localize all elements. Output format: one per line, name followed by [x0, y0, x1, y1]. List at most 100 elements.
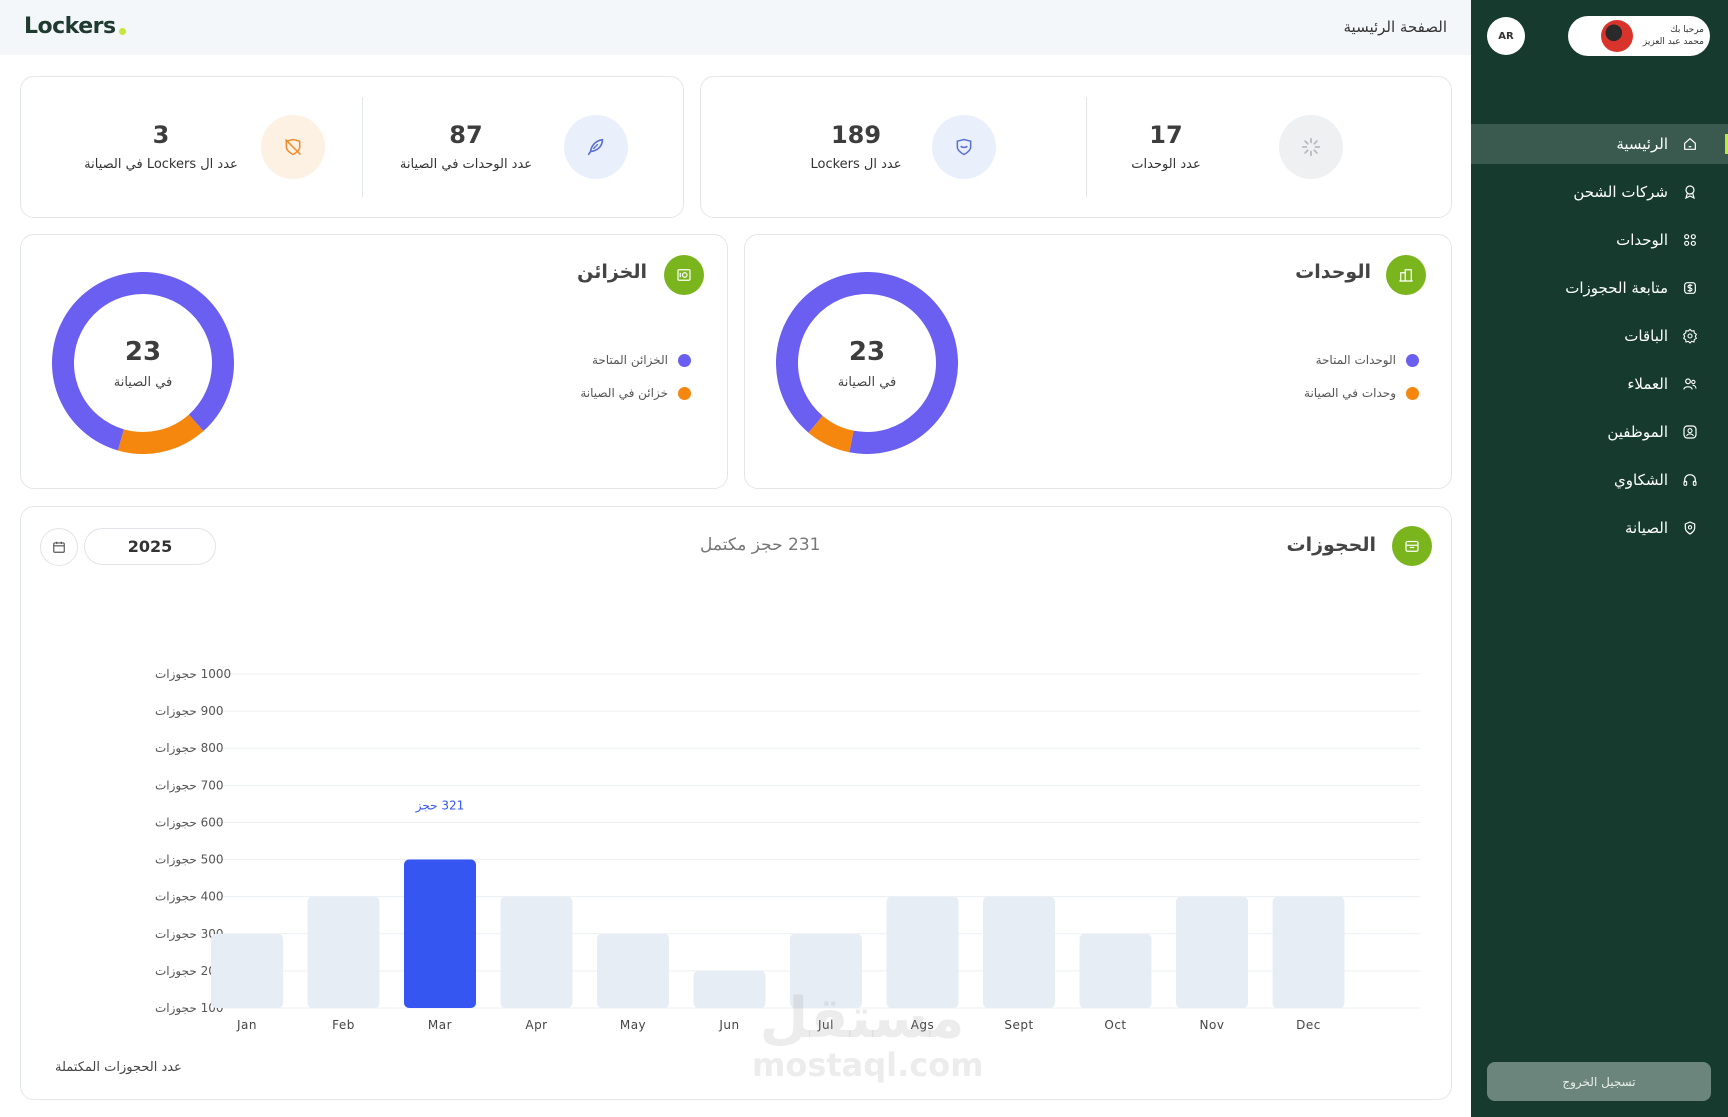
grid-icon	[1682, 232, 1698, 248]
sidebar-item-label: الرئيسية	[1616, 135, 1668, 153]
x-tick-label: Sept	[1004, 1018, 1033, 1032]
lockers-maintenance-icon	[261, 115, 325, 179]
x-tick-label: Jul	[817, 1018, 834, 1032]
lockers-maintenance-label: عدد ال Lockers في الصيانة	[84, 157, 238, 172]
sidebar-item-complaints[interactable]: الشكاوي	[1471, 460, 1728, 500]
units-maintenance-icon	[564, 115, 628, 179]
logo-text: Lockers	[24, 14, 116, 39]
lockers-maintenance-value: 3	[152, 121, 170, 149]
feather-icon	[587, 138, 604, 156]
safes-panel: الخزائن الخزائن المتاحة خزائن في الصيانة…	[20, 234, 728, 489]
app-logo[interactable]: Lockers	[24, 14, 126, 39]
sidebar-item-label: شركات الشحن	[1573, 183, 1668, 201]
dollar-icon	[1682, 280, 1698, 296]
rosette-icon	[1682, 184, 1698, 200]
bar-oct[interactable]	[1079, 933, 1152, 1008]
bookings-title: الحجوزات	[1286, 534, 1377, 556]
users-icon	[1682, 376, 1698, 392]
user-name: محمد عبد العزيز	[1642, 37, 1704, 47]
y-tick-label: 500 حجوزات	[155, 853, 224, 868]
sidebar-item-employees[interactable]: الموظفين	[1471, 412, 1728, 452]
sidebar-item-label: الوحدات	[1616, 231, 1668, 249]
units-count-value: 17	[1149, 121, 1183, 149]
lockers-maintenance-stat: 3 عدد ال Lockers في الصيانة	[61, 121, 261, 172]
donut-slice-0	[52, 272, 234, 451]
user-profile[interactable]: مرحبا بك محمد عبد العزيز	[1568, 16, 1710, 56]
y-tick-label: 300 حجوزات	[155, 927, 224, 942]
bar-may[interactable]	[597, 933, 669, 1008]
bar-sept[interactable]	[983, 896, 1055, 1008]
y-tick-label: 800 حجوزات	[155, 741, 224, 756]
bookings-total: 231 حجز مكتمل	[700, 535, 821, 555]
logout-button[interactable]: تسجيل الخروج	[1487, 1062, 1711, 1101]
sidebar-item-label: الباقات	[1624, 327, 1668, 345]
calendar-button[interactable]	[40, 528, 78, 566]
avatar	[1600, 20, 1633, 52]
bar-mar[interactable]	[404, 859, 476, 1008]
bar-jul[interactable]	[790, 933, 862, 1008]
sidebar-item-packages[interactable]: الباقات	[1471, 316, 1728, 356]
calendar-icon	[53, 541, 65, 553]
x-tick-label: Dec	[1296, 1018, 1321, 1032]
bar-apr[interactable]	[500, 896, 573, 1008]
sidebar-item-bookings[interactable]: متابعة الحجوزات	[1471, 268, 1728, 308]
top-bar: Lockers الصفحة الرئيسية	[0, 0, 1471, 55]
x-tick-label: Jan	[236, 1018, 257, 1032]
bar-ags[interactable]	[886, 896, 959, 1008]
units-donut-chart: 23 في الصيانة	[776, 272, 958, 454]
x-tick-label: Apr	[525, 1018, 547, 1032]
x-tick-label: Oct	[1104, 1018, 1126, 1032]
units-panel: الوحدات الوحدات المتاحة وحدات في الصيانة…	[744, 234, 1452, 489]
legend-dot-available	[1406, 353, 1419, 367]
bar-nov[interactable]	[1176, 896, 1248, 1008]
units-donut-label: في الصيانة	[837, 374, 897, 390]
user-shield-icon	[1682, 424, 1698, 440]
shield-off-icon	[284, 138, 302, 156]
sidebar-item-shipping[interactable]: شركات الشحن	[1471, 172, 1728, 212]
bar-feb[interactable]	[307, 896, 380, 1008]
page-title: الصفحة الرئيسية	[1343, 18, 1448, 36]
sidebar: AR مرحبا بك محمد عبد العزيز الرئيسية شرك…	[1471, 0, 1728, 1117]
home-icon	[1682, 136, 1698, 152]
sidebar-item-clients[interactable]: العملاء	[1471, 364, 1728, 404]
user-text: مرحبا بك محمد عبد العزيز	[1643, 24, 1704, 48]
lockers-count-stat: 189 عدد ال Lockers	[781, 121, 931, 172]
bookings-panel-badge	[1392, 526, 1432, 566]
units-count-label: عدد الوحدات	[1131, 157, 1201, 172]
language-toggle[interactable]: AR	[1487, 17, 1525, 55]
bar-value-label: 321 حجز	[415, 799, 465, 814]
stats-card-left: 87 عدد الوحدات في الصيانة 3 عدد ال Locke…	[20, 76, 684, 218]
bar-dec[interactable]	[1272, 896, 1345, 1008]
lockers-count-label: عدد ال Lockers	[810, 157, 902, 172]
sidebar-nav: الرئيسية شركات الشحن الوحدات متابعة الحج…	[1471, 124, 1728, 556]
year-select[interactable]: 2025	[84, 528, 216, 565]
sidebar-item-home[interactable]: الرئيسية	[1471, 124, 1728, 164]
safes-panel-badge	[664, 255, 704, 295]
bar-jan[interactable]	[211, 933, 283, 1008]
legend-label: خزائن في الصيانة	[580, 386, 668, 400]
sidebar-item-units[interactable]: الوحدات	[1471, 220, 1728, 260]
shield-check-icon	[1682, 520, 1698, 536]
safe-icon	[677, 269, 691, 281]
x-tick-label: Nov	[1200, 1018, 1225, 1032]
legend-dot-maintenance	[678, 386, 691, 400]
stat-divider	[1086, 97, 1087, 197]
x-tick-label: Feb	[332, 1018, 355, 1032]
x-tick-label: Ags	[911, 1018, 935, 1032]
safes-donut-label: في الصيانة	[113, 374, 173, 390]
units-legend: الوحدات المتاحة وحدات في الصيانة	[1304, 349, 1419, 415]
units-maintenance-value: 87	[449, 121, 483, 149]
x-tick-label: Jun	[718, 1018, 739, 1032]
stat-divider	[362, 97, 363, 197]
units-maintenance-label: عدد الوحدات في الصيانة	[399, 157, 533, 172]
sidebar-item-maintenance[interactable]: الصيانة	[1471, 508, 1728, 548]
sidebar-item-label: الموظفين	[1607, 423, 1668, 441]
logo-dot	[118, 28, 126, 35]
safes-donut-chart: 23 في الصيانة	[52, 272, 234, 454]
legend-item: وحدات في الصيانة	[1304, 382, 1419, 404]
building-icon	[1399, 269, 1413, 282]
bar-jun[interactable]	[693, 970, 766, 1008]
y-tick-label: 600 حجوزات	[155, 815, 224, 830]
units-count-stat: 17 عدد الوحدات	[1091, 121, 1241, 172]
safes-legend: الخزائن المتاحة خزائن في الصيانة	[580, 349, 691, 415]
